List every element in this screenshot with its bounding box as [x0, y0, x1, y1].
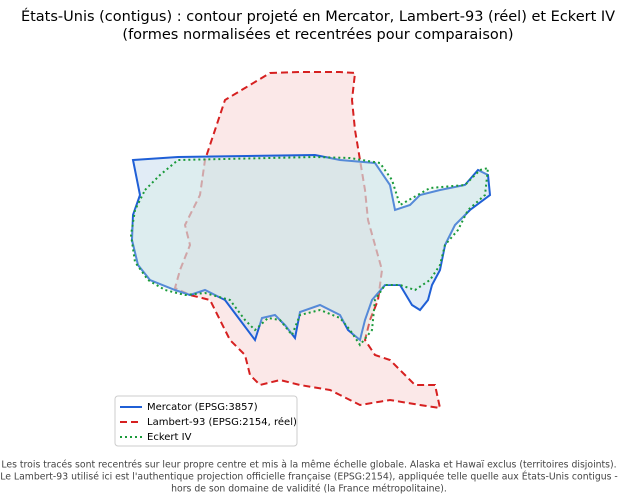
eckert-outline: [129, 155, 490, 347]
legend: [114, 395, 298, 447]
legend-label: Eckert IV: [147, 432, 192, 443]
legend-label: Lambert-93 (EPSG:2154, réel): [147, 416, 297, 428]
footnote-line: Le Lambert-93 utilisé ici est l'authenti…: [0, 471, 618, 483]
title-line: (formes normalisées et recentrées pour c…: [122, 27, 513, 43]
footnote-line: Les trois tracés sont recentrés sur leur…: [1, 460, 616, 471]
title-line: États-Unis (contigus) : contour projeté …: [21, 8, 615, 25]
mercator-outline: [130, 153, 492, 343]
footnote-line: hors de son domaine de validité (la Fran…: [171, 484, 447, 495]
legend-label: Mercator (EPSG:3857): [147, 402, 258, 413]
